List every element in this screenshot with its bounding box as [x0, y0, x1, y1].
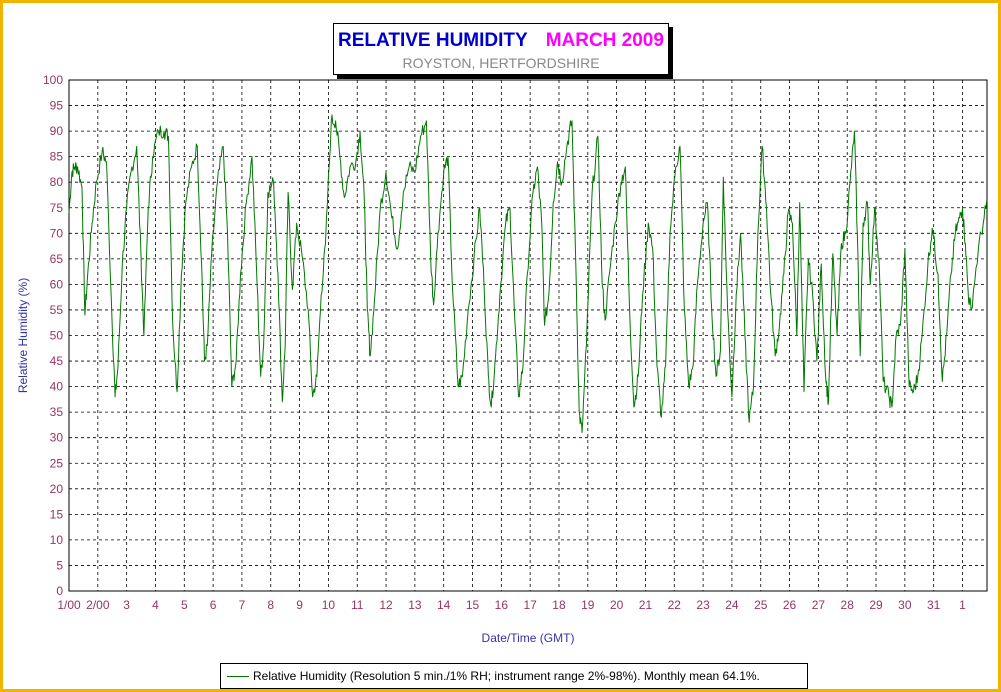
x-tick-label: 1/00 — [57, 598, 81, 612]
x-tick-label: 17 — [523, 598, 537, 612]
y-tick-label: 5 — [56, 558, 63, 572]
grid-horizontal — [69, 105, 987, 566]
x-tick-label: 9 — [296, 598, 303, 612]
chart-subtitle: ROYSTON, HERTFORDSHIRE — [402, 55, 600, 71]
x-tick-label: 28 — [841, 598, 855, 612]
y-axis-tick-labels: 0 5 10 15 20 25 30 35 40 45 50 55 60 65 70 75 80 85 90 95 10… — [43, 73, 63, 598]
y-tick-label: 90 — [50, 124, 64, 138]
y-tick-label: 20 — [50, 482, 64, 496]
legend: Relative Humidity (Resolution 5 min./1% … — [220, 663, 808, 689]
x-tick-label: 5 — [181, 598, 188, 612]
y-tick-label: 95 — [50, 99, 64, 113]
x-tick-label: 11 — [351, 598, 364, 612]
y-tick-label: 85 — [50, 150, 64, 164]
x-tick-label: 16 — [495, 598, 509, 612]
x-tick-label: 29 — [869, 598, 883, 612]
series-line-relative-humidity — [68, 114, 988, 434]
y-tick-label: 35 — [50, 405, 64, 419]
chart-title: RELATIVE HUMIDITY — [338, 30, 528, 51]
x-axis-label: Date/Time (GMT) — [482, 631, 575, 645]
chart-title-period: MARCH 2009 — [545, 30, 664, 51]
x-tick-label: 13 — [408, 598, 422, 612]
x-axis-tick-labels: 1/00 2/00 3 4 5 6 7 8 9 10 11 12 13 14 15 16 17 18 19 20 21 2… — [57, 598, 966, 612]
title-box: RELATIVE HUMIDITY MARCH 2009 ROYSTON, HER… — [333, 23, 669, 75]
x-tick-label: 4 — [152, 598, 159, 612]
x-tick-label: 22 — [668, 598, 682, 612]
y-tick-label: 75 — [50, 201, 64, 215]
x-tick-label: 6 — [210, 598, 217, 612]
y-tick-label: 40 — [50, 380, 64, 394]
x-tick-label: 24 — [725, 598, 739, 612]
x-tick-label: 7 — [239, 598, 246, 612]
y-tick-label: 60 — [50, 277, 64, 291]
x-tick-label: 12 — [379, 598, 393, 612]
y-tick-label: 80 — [50, 175, 64, 189]
x-tick-label: 26 — [783, 598, 797, 612]
x-tick-label: 19 — [581, 598, 595, 612]
x-tick-label: 25 — [754, 598, 768, 612]
x-tick-label: 14 — [437, 598, 451, 612]
y-tick-label: 70 — [50, 226, 64, 240]
x-tick-label: 30 — [898, 598, 912, 612]
x-tick-label: 20 — [610, 598, 624, 612]
y-tick-label: 65 — [50, 252, 64, 266]
x-tick-label: 27 — [812, 598, 826, 612]
x-tick-label: 1 — [959, 598, 966, 612]
y-tick-label: 55 — [50, 303, 64, 317]
legend-entry: Relative Humidity (Resolution 5 min./1% … — [253, 669, 760, 683]
x-tick-label: 3 — [123, 598, 130, 612]
y-tick-label: 45 — [50, 354, 64, 368]
y-tick-label: 15 — [50, 507, 64, 521]
y-tick-label: 25 — [50, 456, 64, 470]
grid-vertical — [97, 80, 963, 591]
y-tick-label: 50 — [50, 329, 64, 343]
title-line: RELATIVE HUMIDITY MARCH 2009 — [334, 30, 668, 52]
x-tick-label: 2/00 — [86, 598, 110, 612]
x-tick-label: 21 — [639, 598, 653, 612]
y-tick-label: 30 — [50, 431, 64, 445]
x-tick-label: 18 — [552, 598, 566, 612]
x-tick-label: 31 — [927, 598, 941, 612]
legend-swatch — [227, 676, 249, 677]
y-tick-label: 100 — [43, 73, 63, 87]
y-axis-label: Relative Humidity (%) — [16, 278, 30, 393]
y-tick-label: 10 — [50, 533, 64, 547]
x-tick-label: 23 — [696, 598, 710, 612]
y-tick-label: 0 — [56, 584, 63, 598]
x-tick-label: 8 — [267, 598, 274, 612]
x-tick-label: 10 — [322, 598, 336, 612]
x-tick-label: 15 — [466, 598, 480, 612]
